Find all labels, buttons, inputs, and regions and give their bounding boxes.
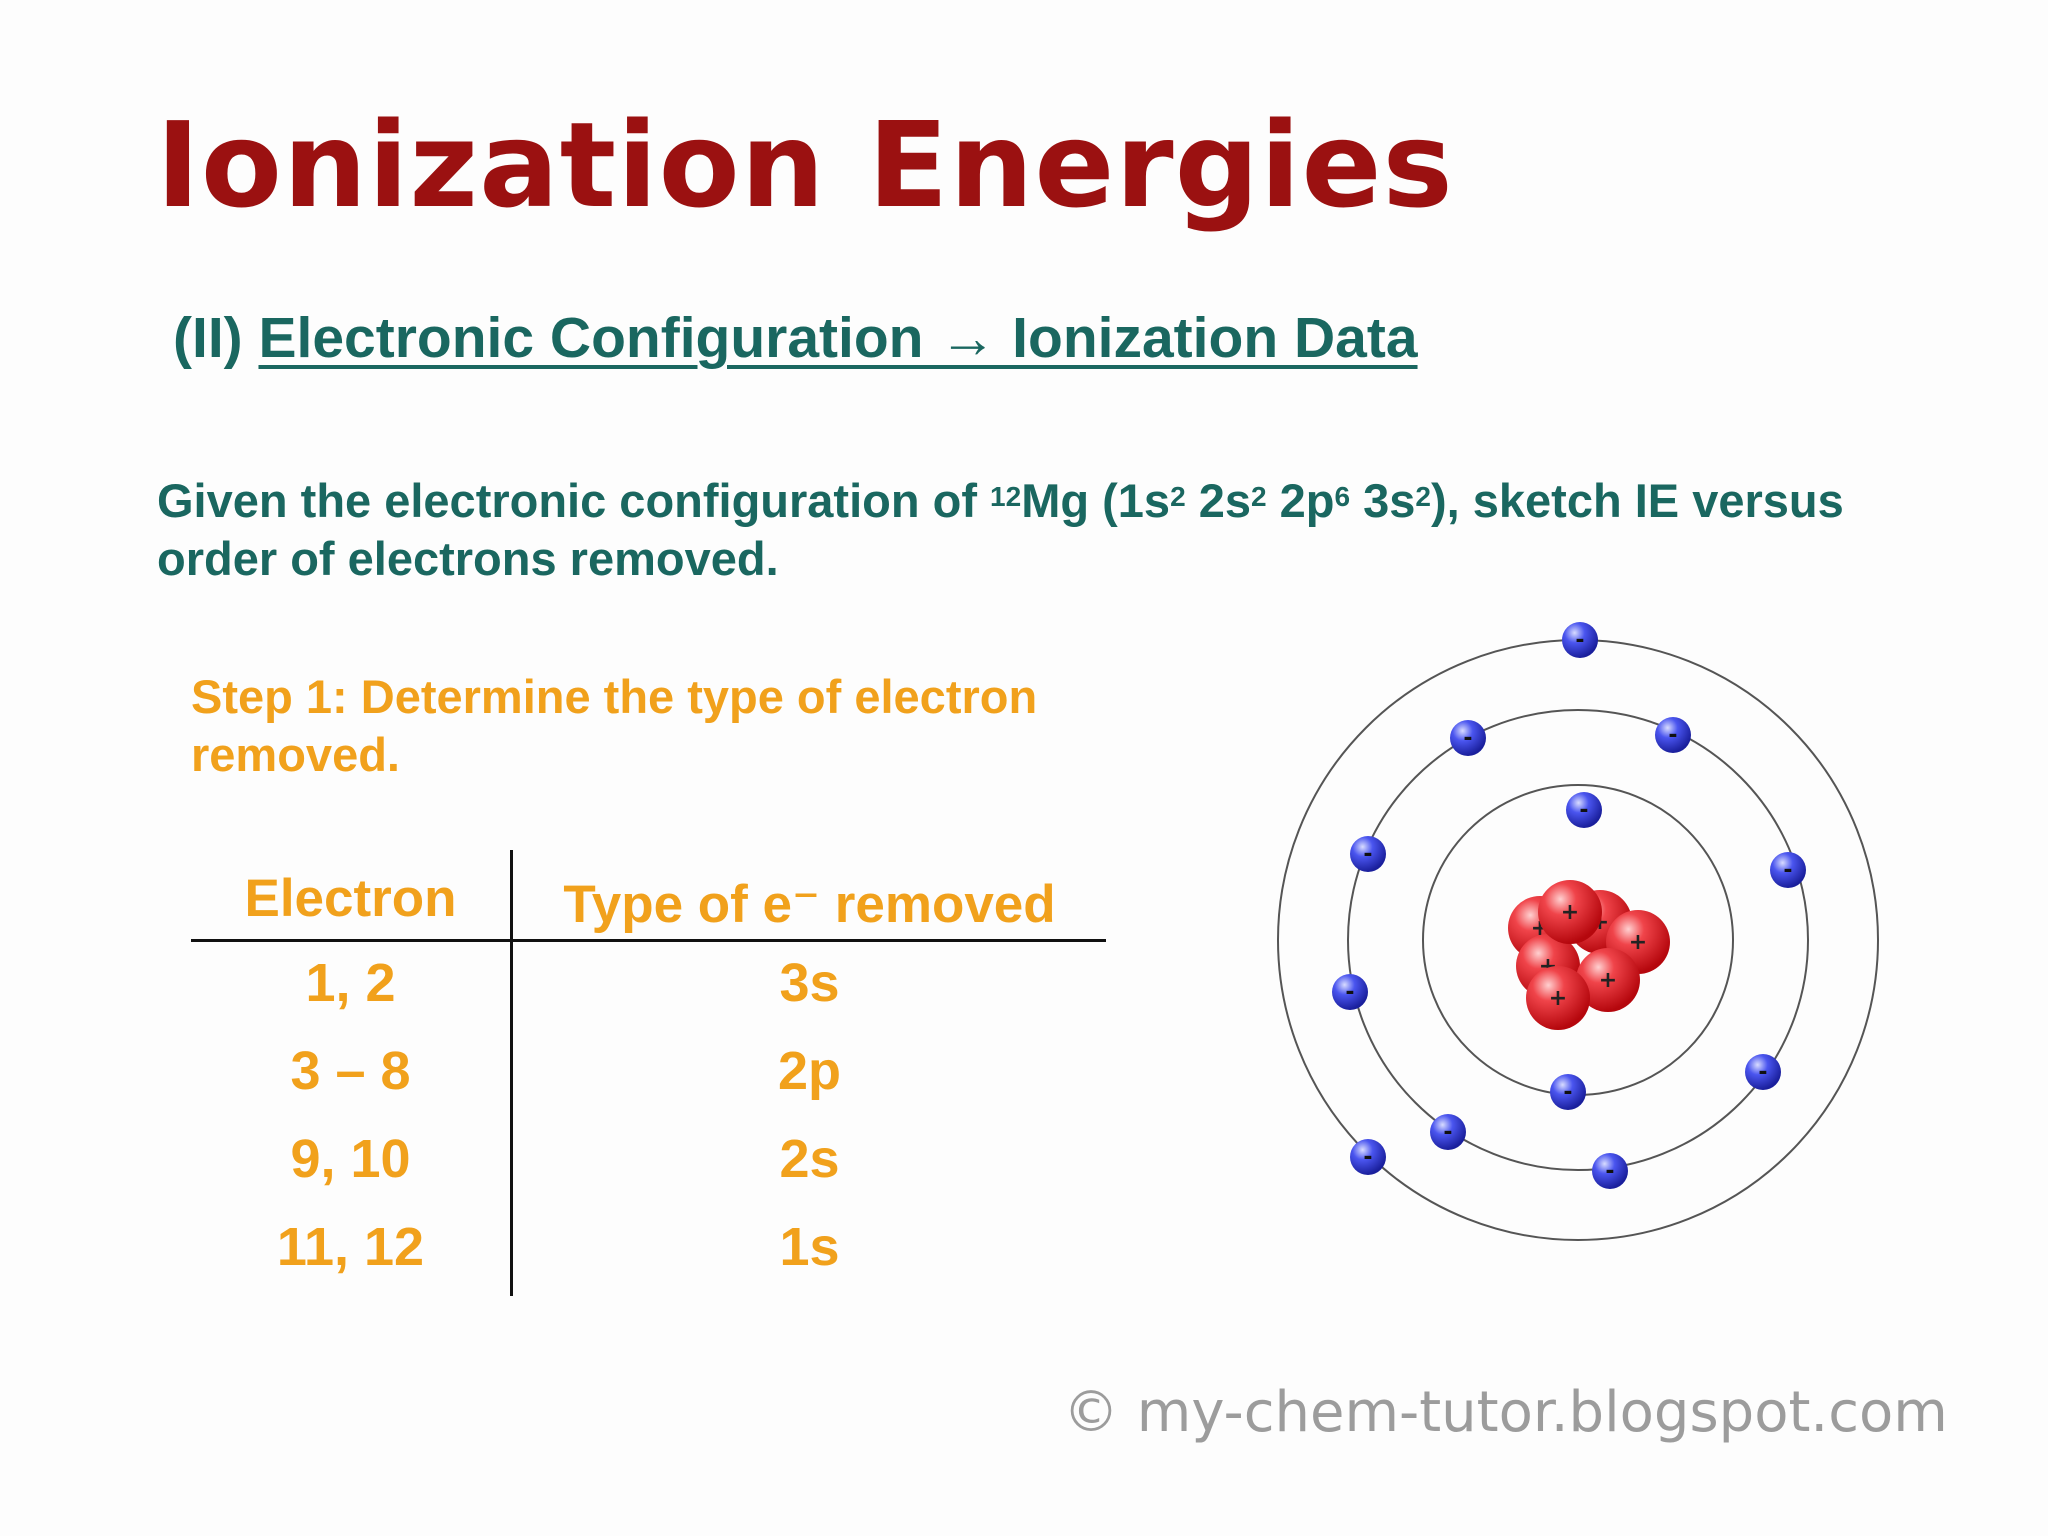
table-header-electron: Electron (244, 869, 457, 928)
table-header-type: Type of e⁻ removed (563, 875, 1056, 934)
electron: - (1655, 717, 1691, 753)
table-cell-type: 3s (779, 953, 840, 1013)
svg-text:-: - (1363, 842, 1372, 867)
svg-text:+: + (1629, 930, 1647, 955)
section-heading: (II) Electronic Configuration → Ionizati… (173, 305, 1418, 371)
electron: - (1566, 792, 1602, 828)
svg-text:+: + (1561, 900, 1579, 925)
electron: - (1562, 622, 1598, 658)
magnesium-atom-diagram: +++++++ ------------ (1277, 622, 1879, 1241)
svg-text:-: - (1443, 1120, 1452, 1145)
table-cell-electron: 9, 10 (290, 1129, 411, 1189)
electron: - (1350, 1139, 1386, 1175)
svg-text:-: - (1605, 1159, 1614, 1184)
electron: - (1592, 1153, 1628, 1189)
table-column-divider (510, 850, 513, 1296)
table-cell-type: 1s (779, 1217, 840, 1277)
proton: + (1526, 966, 1590, 1030)
svg-text:+: + (1599, 968, 1617, 993)
step-instruction: Step 1: Determine the type of electron r… (191, 670, 1038, 781)
electrons: - - - - - - - - - - - - (1332, 622, 1806, 1189)
table-cell-electron: 11, 12 (276, 1217, 425, 1277)
section-number: (II) (173, 306, 243, 370)
svg-text:-: - (1463, 726, 1472, 751)
copyright-notice: © my-chem-tutor.blogspot.com (1063, 1380, 1948, 1445)
svg-text:-: - (1575, 628, 1584, 653)
svg-text:-: - (1363, 1145, 1372, 1170)
svg-text:-: - (1758, 1060, 1767, 1085)
slide-title: Ionization Energies (156, 96, 1454, 234)
svg-text:-: - (1345, 980, 1354, 1005)
question-text: Given the electronic configuration of 12… (157, 474, 1844, 585)
electron: - (1745, 1054, 1781, 1090)
table-cell-electron: 1, 2 (305, 953, 396, 1013)
electron: - (1550, 1074, 1586, 1110)
electron: - (1350, 836, 1386, 872)
svg-text:+: + (1549, 986, 1567, 1011)
proton: + (1538, 880, 1602, 944)
electron: - (1450, 720, 1486, 756)
section-link[interactable]: Electronic Configuration → Ionization Da… (258, 306, 1418, 370)
electron-type-table: Electron Type of e⁻ removed 1, 2 3s 3 – … (191, 850, 1106, 1296)
nucleus: +++++++ (1508, 880, 1670, 1030)
orbit-middle (1347, 709, 1809, 1171)
table-cell-type: 2s (779, 1129, 840, 1189)
svg-text:-: - (1579, 798, 1588, 823)
svg-text:-: - (1783, 858, 1792, 883)
svg-text:-: - (1563, 1080, 1572, 1105)
table-cell-type: 2p (777, 1041, 842, 1101)
atomic-number: 12 (990, 481, 1022, 512)
table-header-divider (191, 939, 1106, 942)
electron: - (1430, 1114, 1466, 1150)
table-cell-electron: 3 – 8 (290, 1041, 411, 1101)
proton: + (1576, 948, 1640, 1012)
electron: - (1770, 852, 1806, 888)
svg-text:-: - (1668, 723, 1677, 748)
electron: - (1332, 974, 1368, 1010)
